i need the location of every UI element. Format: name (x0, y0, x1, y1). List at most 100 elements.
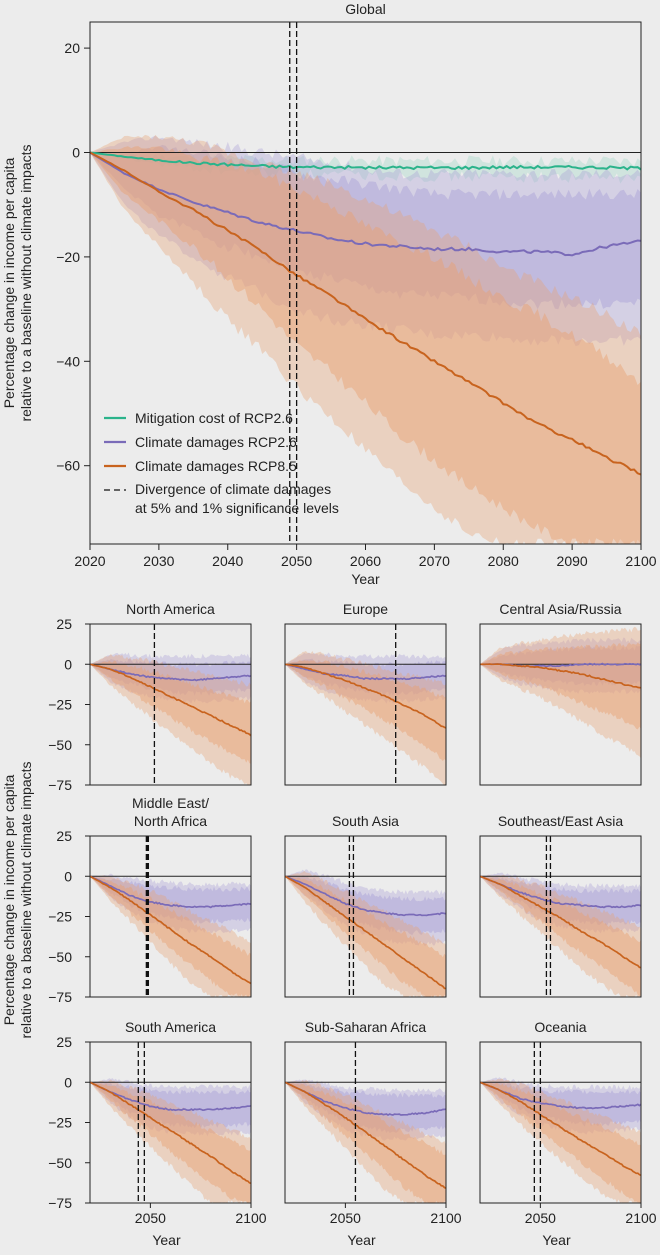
rcp26-band-inner (480, 876, 641, 926)
y-axis-label-line1: Percentage change in income per capita (1, 157, 17, 408)
x-tick-label: 2050 (525, 1210, 556, 1226)
rcp26-line (90, 663, 251, 682)
rcp26-band-inner (90, 144, 641, 310)
panel-title: Sub-Saharan Africa (305, 1019, 427, 1035)
rcp26-band-inner (90, 658, 251, 696)
y-tick-label: −60 (56, 458, 80, 474)
rcp26-band-inner (90, 876, 251, 924)
rcp85-band-inner (285, 660, 446, 761)
rcp85-band-inner (480, 876, 641, 997)
panel-title: Global (345, 1, 385, 17)
plot-area (480, 836, 641, 997)
y-tick-label: −25 (48, 1115, 72, 1131)
rcp85-line (480, 875, 641, 969)
panel-title-line2: North Africa (134, 813, 207, 829)
rcp26-band-outer (90, 135, 641, 347)
rcp85-band-inner (285, 876, 446, 997)
panel-small-7: South America 25 0 −25 −50 −75 2050 2100 Year (48, 1019, 267, 1248)
y-tick-label: −50 (48, 949, 72, 965)
rcp85-band-outer (90, 134, 641, 544)
y-axis-label: Percentage change in income per capitare… (1, 144, 34, 421)
panel-title: Oceania (534, 1019, 586, 1035)
y-tick-label: 25 (56, 828, 72, 844)
rcp26-line (90, 875, 251, 909)
panel-small-8: Sub-Saharan Africa 2050 2100 Year (284, 1019, 462, 1248)
rcp26-band-inner (90, 1082, 251, 1129)
y-tick-label: −75 (48, 1195, 72, 1211)
panel-title: Central Asia/Russia (499, 601, 621, 617)
x-axis-label: Year (347, 1232, 376, 1248)
panel-title: South Asia (332, 813, 399, 829)
legend-label: Mitigation cost of RCP2.6 (135, 410, 293, 426)
x-axis-label: Year (542, 1232, 571, 1248)
panel-title-line1: Middle East/ (132, 795, 209, 811)
axes-frame (284, 835, 447, 998)
legend-label-divergence-2: at 5% and 1% significance levels (135, 500, 339, 516)
panel-title: South America (125, 1019, 216, 1035)
small-y-axis-label-line1: Percentage change in income per capita (1, 774, 17, 1025)
rcp26-band-inner (285, 658, 446, 696)
panel-global: Global 20 0 −20 −40 −60 2020 2030 2040 2050 2060 20… (1, 1, 657, 587)
plot-area (285, 1042, 446, 1203)
panel-title: Southeast/East Asia (498, 813, 624, 829)
x-tick-label: 2060 (350, 553, 381, 569)
rcp85-band-inner (285, 1082, 446, 1203)
rcp26-band-inner (285, 875, 446, 936)
y-tick-label: −50 (48, 1155, 72, 1171)
rcp26-band-outer (285, 1079, 446, 1141)
rcp26-band-outer (285, 869, 446, 947)
rcp85-band-outer (480, 874, 641, 997)
panel-small-2: Europe (284, 601, 447, 786)
y-tick-label: −40 (56, 353, 80, 369)
x-tick-label: 2030 (143, 553, 174, 569)
rcp26-band-outer (480, 872, 641, 934)
rcp85-line (480, 663, 641, 689)
plot-area (285, 836, 446, 997)
y-tick-label: 0 (64, 1074, 72, 1090)
plot-area (90, 624, 251, 785)
rcp85-band-inner (90, 660, 251, 764)
y-tick-label: −25 (48, 697, 72, 713)
rcp85-line (480, 1081, 641, 1177)
small-y-axis-label-line2: relative to a baseline without climate i… (18, 761, 34, 1038)
rcp85-band-outer (285, 1080, 446, 1203)
axes-frame (479, 1041, 642, 1204)
y-tick-label: −75 (48, 777, 72, 793)
panel-small-3: Central Asia/Russia (479, 601, 642, 786)
rcp85-line (285, 875, 446, 990)
plot-area (285, 624, 446, 785)
rcp85-band-outer (480, 626, 641, 759)
y-axis-label-line2: relative to a baseline without climate i… (18, 144, 34, 421)
rcp85-band-inner (90, 876, 251, 997)
y-tick-label: 0 (64, 868, 72, 884)
plot-area (90, 836, 251, 997)
x-tick-label: 2080 (488, 553, 519, 569)
axes-frame (284, 623, 447, 786)
rcp26-line (90, 151, 641, 257)
legend-label: Climate damages RCP2.6 (135, 434, 297, 450)
rcp85-line (90, 151, 641, 476)
rcp85-band-inner (90, 146, 641, 544)
rcp85-line (90, 1081, 251, 1185)
rcp85-band-outer (480, 1078, 641, 1203)
panel-small-4: Middle East/North Africa 25 0 −25 −50 −75 (48, 795, 252, 1005)
rcp26-band-inner (480, 1081, 641, 1127)
rcp26-line (285, 1081, 446, 1116)
rcp85-line (285, 1081, 446, 1189)
y-tick-label: 0 (64, 656, 72, 672)
y-tick-label: −75 (48, 989, 72, 1005)
x-tick-label: 2100 (625, 1210, 656, 1226)
rcp26-band-outer (90, 873, 251, 934)
rcp85-line (285, 663, 446, 729)
y-tick-label: 20 (64, 40, 80, 56)
y-tick-label: −50 (48, 737, 72, 753)
legend-label-divergence-1: Divergence of climate damages (135, 481, 331, 497)
rcp26-band-inner (285, 1082, 446, 1133)
panel-small-6: Southeast/East Asia (479, 813, 642, 998)
axes-frame (284, 1041, 447, 1204)
y-tick-label: −20 (56, 249, 80, 265)
panel-title: North America (126, 601, 215, 617)
axes-frame (479, 623, 642, 786)
x-tick-label: 2070 (419, 553, 450, 569)
